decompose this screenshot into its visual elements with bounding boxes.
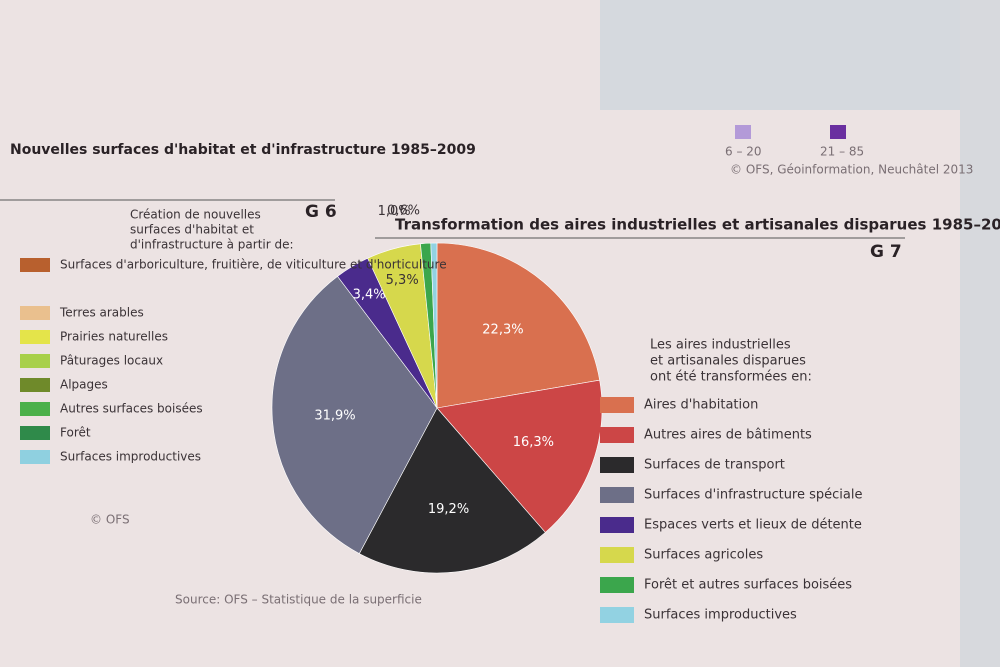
data-label: 22,3% [482, 322, 523, 337]
legend-swatch [600, 457, 634, 473]
legend-label: Surfaces improductives [644, 608, 797, 623]
pie-slice [430, 242, 438, 409]
data-label: 5,3% [386, 273, 419, 288]
left-legend-title: surfaces d'habitat et [130, 223, 254, 237]
legend-label: Surfaces de transport [644, 458, 785, 473]
left-legend-swatch [20, 306, 50, 320]
pie-slice [436, 242, 600, 409]
left-legend-label: Terres arables [59, 306, 144, 320]
legend-label: Surfaces d'infrastructure spéciale [644, 488, 862, 503]
map-swatch [735, 125, 751, 139]
left-legend-label: Pâturages locaux [60, 354, 163, 368]
legend-swatch [600, 577, 634, 593]
map-legend-label: 21 – 85 [820, 145, 864, 159]
legend-title: ont été transformées en: [650, 370, 812, 385]
left-legend-label: Prairies naturelles [60, 330, 168, 344]
legend-label: Surfaces agricoles [644, 548, 763, 563]
pie-slice [271, 275, 438, 554]
legend-swatch [600, 487, 634, 503]
left-legend-swatch [20, 450, 50, 464]
legend-swatch [600, 517, 634, 533]
data-label: 1,0% [378, 204, 411, 219]
chart-title: Transformation des aires industrielles e… [395, 216, 1000, 234]
legend-label: Forêt et autres surfaces boisées [644, 578, 852, 593]
table-edge [960, 0, 1000, 667]
legend-label: Aires d'habitation [644, 398, 758, 413]
left-legend-swatch [20, 258, 50, 272]
left-copyright: © OFS [90, 513, 130, 527]
legend-swatch [600, 397, 634, 413]
left-legend-label: Surfaces improductives [60, 450, 201, 464]
left-legend-swatch [20, 354, 50, 368]
left-legend-swatch [20, 378, 50, 392]
data-label: 0,6% [387, 204, 420, 219]
left-title: Nouvelles surfaces d'habitat et d'infras… [10, 142, 476, 158]
left-legend-swatch [20, 402, 50, 416]
legend-swatch [600, 547, 634, 563]
legend-label: Autres aires de bâtiments [644, 428, 812, 443]
pie-slice [358, 407, 546, 574]
left-legend-swatch [20, 426, 50, 440]
data-label: 3,4% [353, 287, 386, 302]
map-area [600, 0, 960, 110]
legend-swatch [600, 607, 634, 623]
legend-label: Espaces verts et lieux de détente [644, 518, 862, 533]
left-legend-title: Création de nouvelles [130, 208, 261, 222]
left-legend-label: Alpages [60, 378, 108, 392]
map-legend-label: 6 – 20 [725, 145, 762, 159]
source: Source: OFS – Statistique de la superfic… [175, 593, 422, 607]
left-legend-title: d'infrastructure à partir de: [130, 238, 294, 252]
legend-title: Les aires industrielles [650, 338, 791, 353]
left-legend-swatch [20, 330, 50, 344]
data-label: 31,9% [314, 409, 355, 424]
legend-title: et artisanales disparues [650, 354, 806, 369]
pie-slice [436, 379, 603, 533]
map-credit: © OFS, Géoinformation, Neuchâtel 2013 [730, 163, 973, 177]
figure-number: G 7 [870, 242, 902, 262]
left-legend-label: Autres surfaces boisées [60, 402, 203, 416]
data-label: 16,3% [513, 435, 554, 450]
left-legend-label: Forêt [60, 426, 91, 440]
left-figure: G 6 [305, 202, 337, 222]
map-swatch [830, 125, 846, 139]
legend-swatch [600, 427, 634, 443]
data-label: 19,2% [428, 502, 469, 517]
left-legend-label: Surfaces d'arboriculture, fruitière, de … [60, 258, 447, 272]
